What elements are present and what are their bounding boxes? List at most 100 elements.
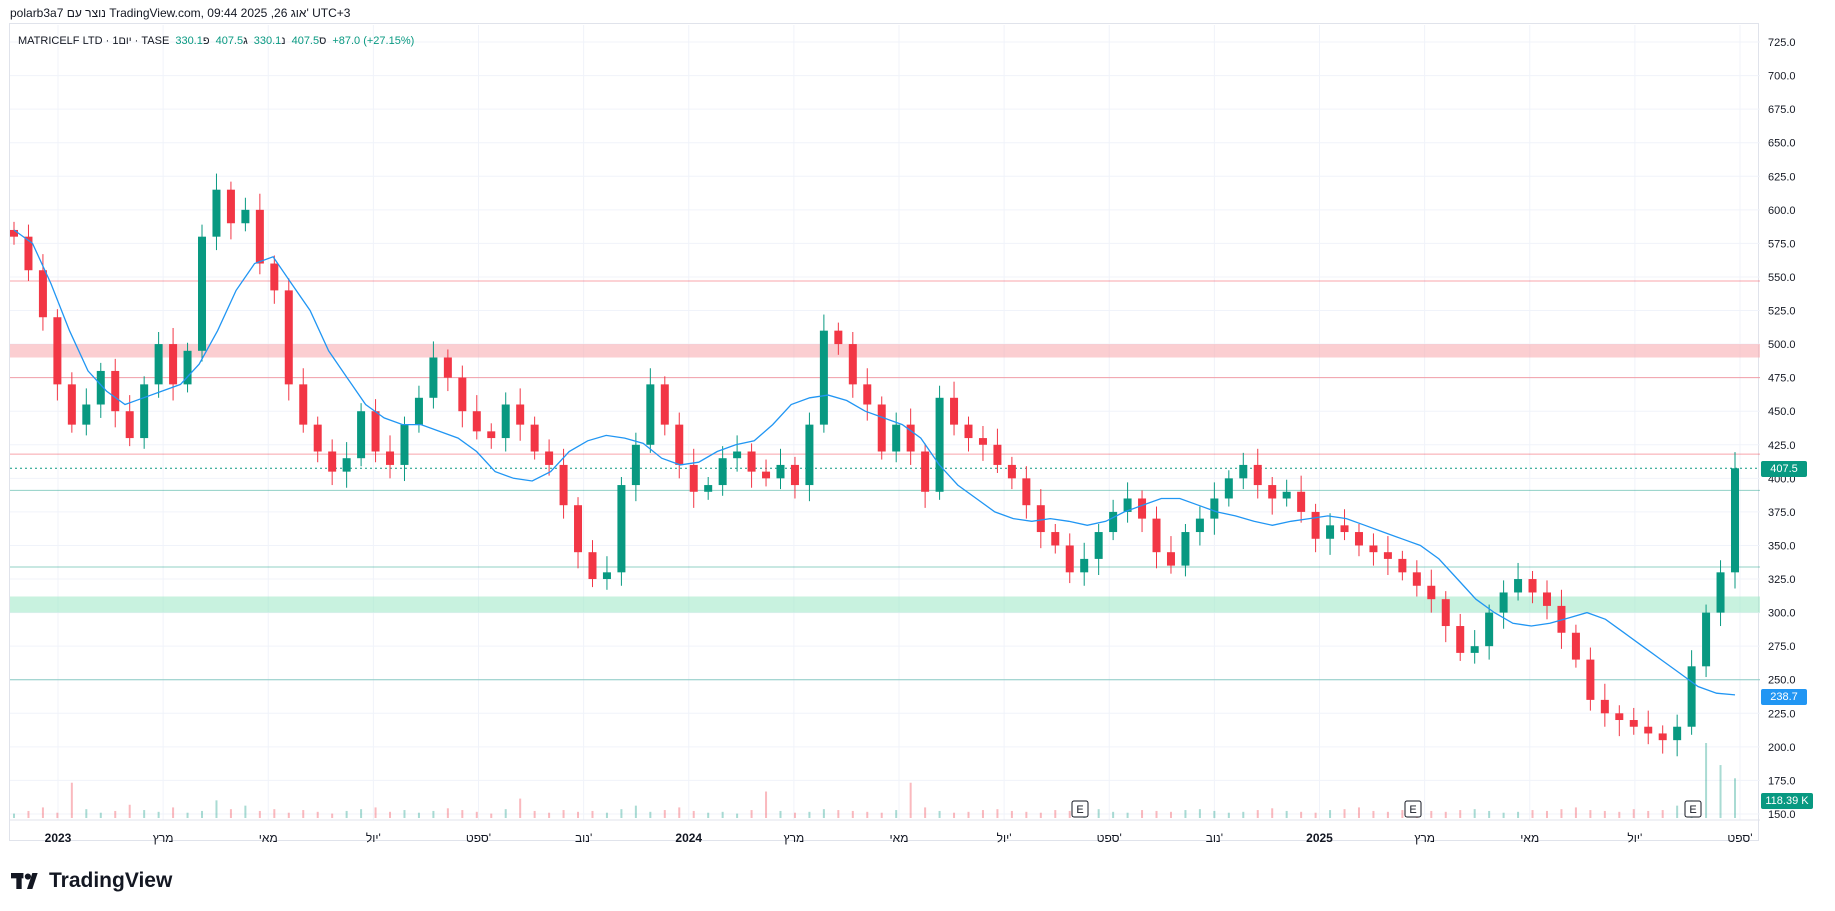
volume-bar xyxy=(85,809,88,818)
volume-bar xyxy=(1054,810,1057,818)
x-tick-label: מרץ xyxy=(1414,831,1435,845)
volume-bar xyxy=(1025,811,1028,818)
volume-bar xyxy=(779,810,782,818)
candle-body xyxy=(111,370,120,412)
candle-body xyxy=(747,451,756,472)
volume-bar xyxy=(172,807,175,818)
candle-body xyxy=(458,377,467,412)
candle-body xyxy=(1354,532,1363,546)
x-tick-label: יול' xyxy=(1627,831,1642,845)
candle-body xyxy=(342,458,351,472)
candle-body xyxy=(414,397,423,425)
candle-body xyxy=(935,397,944,492)
volume-tag: 118.39 K xyxy=(1761,793,1813,809)
earnings-marker[interactable] xyxy=(1071,800,1089,818)
candle-body xyxy=(776,464,785,479)
candle-body xyxy=(1528,579,1537,593)
volume-bar xyxy=(201,810,204,818)
earnings-marker[interactable] xyxy=(1404,800,1422,818)
volume-bar xyxy=(1213,810,1216,818)
legend-low: 330.1 xyxy=(253,35,282,47)
volume-bar xyxy=(13,813,15,818)
y-tick-label: 650.0 xyxy=(1768,138,1796,150)
volume-bar xyxy=(1560,809,1563,818)
candle-body xyxy=(1644,726,1653,734)
candle-body xyxy=(241,209,250,224)
volume-bar xyxy=(981,810,984,818)
candle-body xyxy=(978,438,987,445)
volume-bar xyxy=(1198,809,1201,818)
candle-body xyxy=(1123,498,1132,512)
candle-body xyxy=(357,411,366,459)
legend-open-label: פ xyxy=(202,35,210,47)
x-tick-label: יול' xyxy=(366,831,381,845)
y-tick-label: 600.0 xyxy=(1768,205,1796,217)
volume-bar xyxy=(1256,810,1259,818)
x-tick-label: 2023 xyxy=(45,831,72,845)
volume-bar xyxy=(1734,778,1736,818)
y-tick-label: 350.0 xyxy=(1768,540,1796,552)
candle-body xyxy=(1383,552,1392,559)
volume-bar xyxy=(880,812,883,818)
candle-body xyxy=(386,451,395,465)
y-tick-label: 375.0 xyxy=(1768,507,1796,519)
y-tick-label: 425.0 xyxy=(1768,440,1796,452)
candle-body xyxy=(1369,545,1378,553)
volume-bar xyxy=(1314,812,1317,818)
candle-body xyxy=(790,464,799,486)
volume-bar xyxy=(605,812,608,818)
candle-body xyxy=(1456,626,1465,653)
volume-bar xyxy=(793,812,796,818)
candle-body xyxy=(1311,511,1320,539)
y-tick-label: 550.0 xyxy=(1768,272,1796,284)
volume-bar xyxy=(331,813,334,818)
x-tick-label: מרץ xyxy=(784,831,805,845)
candle-body xyxy=(689,464,698,492)
candle-body xyxy=(96,370,105,405)
tradingview-logo[interactable]: TradingView xyxy=(11,869,172,893)
ma-value-tag: 238.7 xyxy=(1761,689,1807,705)
earnings-marker[interactable] xyxy=(1684,800,1702,818)
candle-body xyxy=(819,330,828,425)
candle-body xyxy=(877,404,886,452)
volume-bar xyxy=(519,798,522,818)
volume-bar xyxy=(866,811,869,818)
candle-body xyxy=(82,404,91,425)
candle-body xyxy=(1673,726,1682,741)
volume-bar xyxy=(1357,807,1360,818)
volume-bar xyxy=(475,811,478,818)
candle-body xyxy=(1499,592,1508,613)
volume-bar xyxy=(70,782,73,818)
legend-symbol[interactable]: MATRICELF LTD · 1יום · TASE xyxy=(18,35,170,47)
candle-body xyxy=(198,236,207,351)
candle-body xyxy=(848,344,857,385)
candle-body xyxy=(299,384,308,425)
volume-bar xyxy=(1285,810,1288,818)
candle-body xyxy=(1557,605,1566,633)
volume-bar xyxy=(909,782,912,818)
volume-bar xyxy=(822,809,825,818)
volume-bar xyxy=(1661,810,1664,818)
volume-bar xyxy=(1647,810,1650,818)
candle-body xyxy=(1658,733,1667,741)
volume-bar xyxy=(1618,811,1621,818)
y-tick-label: 525.0 xyxy=(1768,306,1796,318)
volume-bar xyxy=(678,807,681,818)
brand-name: TradingView xyxy=(49,869,173,892)
volume-bar xyxy=(765,791,768,818)
volume-bar xyxy=(374,807,377,818)
y-tick-label: 150.0 xyxy=(1768,809,1796,821)
x-tick-label: ספט' xyxy=(1097,831,1122,845)
volume-bar xyxy=(1242,811,1245,818)
volume-bar xyxy=(287,812,290,818)
volume-bar xyxy=(1141,810,1144,818)
y-tick-label: 700.0 xyxy=(1768,71,1796,83)
volume-bar xyxy=(389,811,392,818)
candle-body xyxy=(660,384,669,425)
volume-bar xyxy=(461,810,464,818)
volume-bar xyxy=(273,809,276,818)
candle-body xyxy=(400,424,409,465)
volume-bar xyxy=(1386,811,1389,818)
candle-body xyxy=(501,404,510,439)
